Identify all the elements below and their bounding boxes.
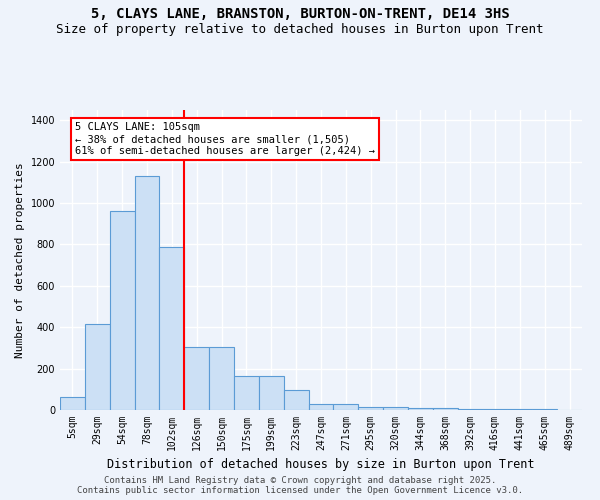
- Bar: [134, 176, 160, 410]
- Bar: [110, 212, 134, 410]
- Y-axis label: Number of detached properties: Number of detached properties: [15, 162, 25, 358]
- Bar: [408, 408, 433, 410]
- Bar: [358, 407, 383, 410]
- Bar: [458, 409, 482, 410]
- Bar: [85, 324, 110, 410]
- Bar: [160, 246, 184, 410]
- Bar: [209, 347, 234, 410]
- Bar: [234, 376, 259, 410]
- Bar: [433, 408, 458, 410]
- X-axis label: Distribution of detached houses by size in Burton upon Trent: Distribution of detached houses by size …: [107, 458, 535, 471]
- Bar: [508, 409, 532, 410]
- Bar: [334, 404, 358, 410]
- Bar: [482, 409, 508, 410]
- Text: Contains HM Land Registry data © Crown copyright and database right 2025.
Contai: Contains HM Land Registry data © Crown c…: [77, 476, 523, 495]
- Bar: [284, 390, 308, 410]
- Bar: [532, 409, 557, 410]
- Bar: [60, 396, 85, 410]
- Bar: [184, 347, 209, 410]
- Bar: [308, 404, 334, 410]
- Bar: [259, 376, 284, 410]
- Text: Size of property relative to detached houses in Burton upon Trent: Size of property relative to detached ho…: [56, 22, 544, 36]
- Text: 5 CLAYS LANE: 105sqm
← 38% of detached houses are smaller (1,505)
61% of semi-de: 5 CLAYS LANE: 105sqm ← 38% of detached h…: [75, 122, 375, 156]
- Bar: [383, 407, 408, 410]
- Text: 5, CLAYS LANE, BRANSTON, BURTON-ON-TRENT, DE14 3HS: 5, CLAYS LANE, BRANSTON, BURTON-ON-TRENT…: [91, 8, 509, 22]
